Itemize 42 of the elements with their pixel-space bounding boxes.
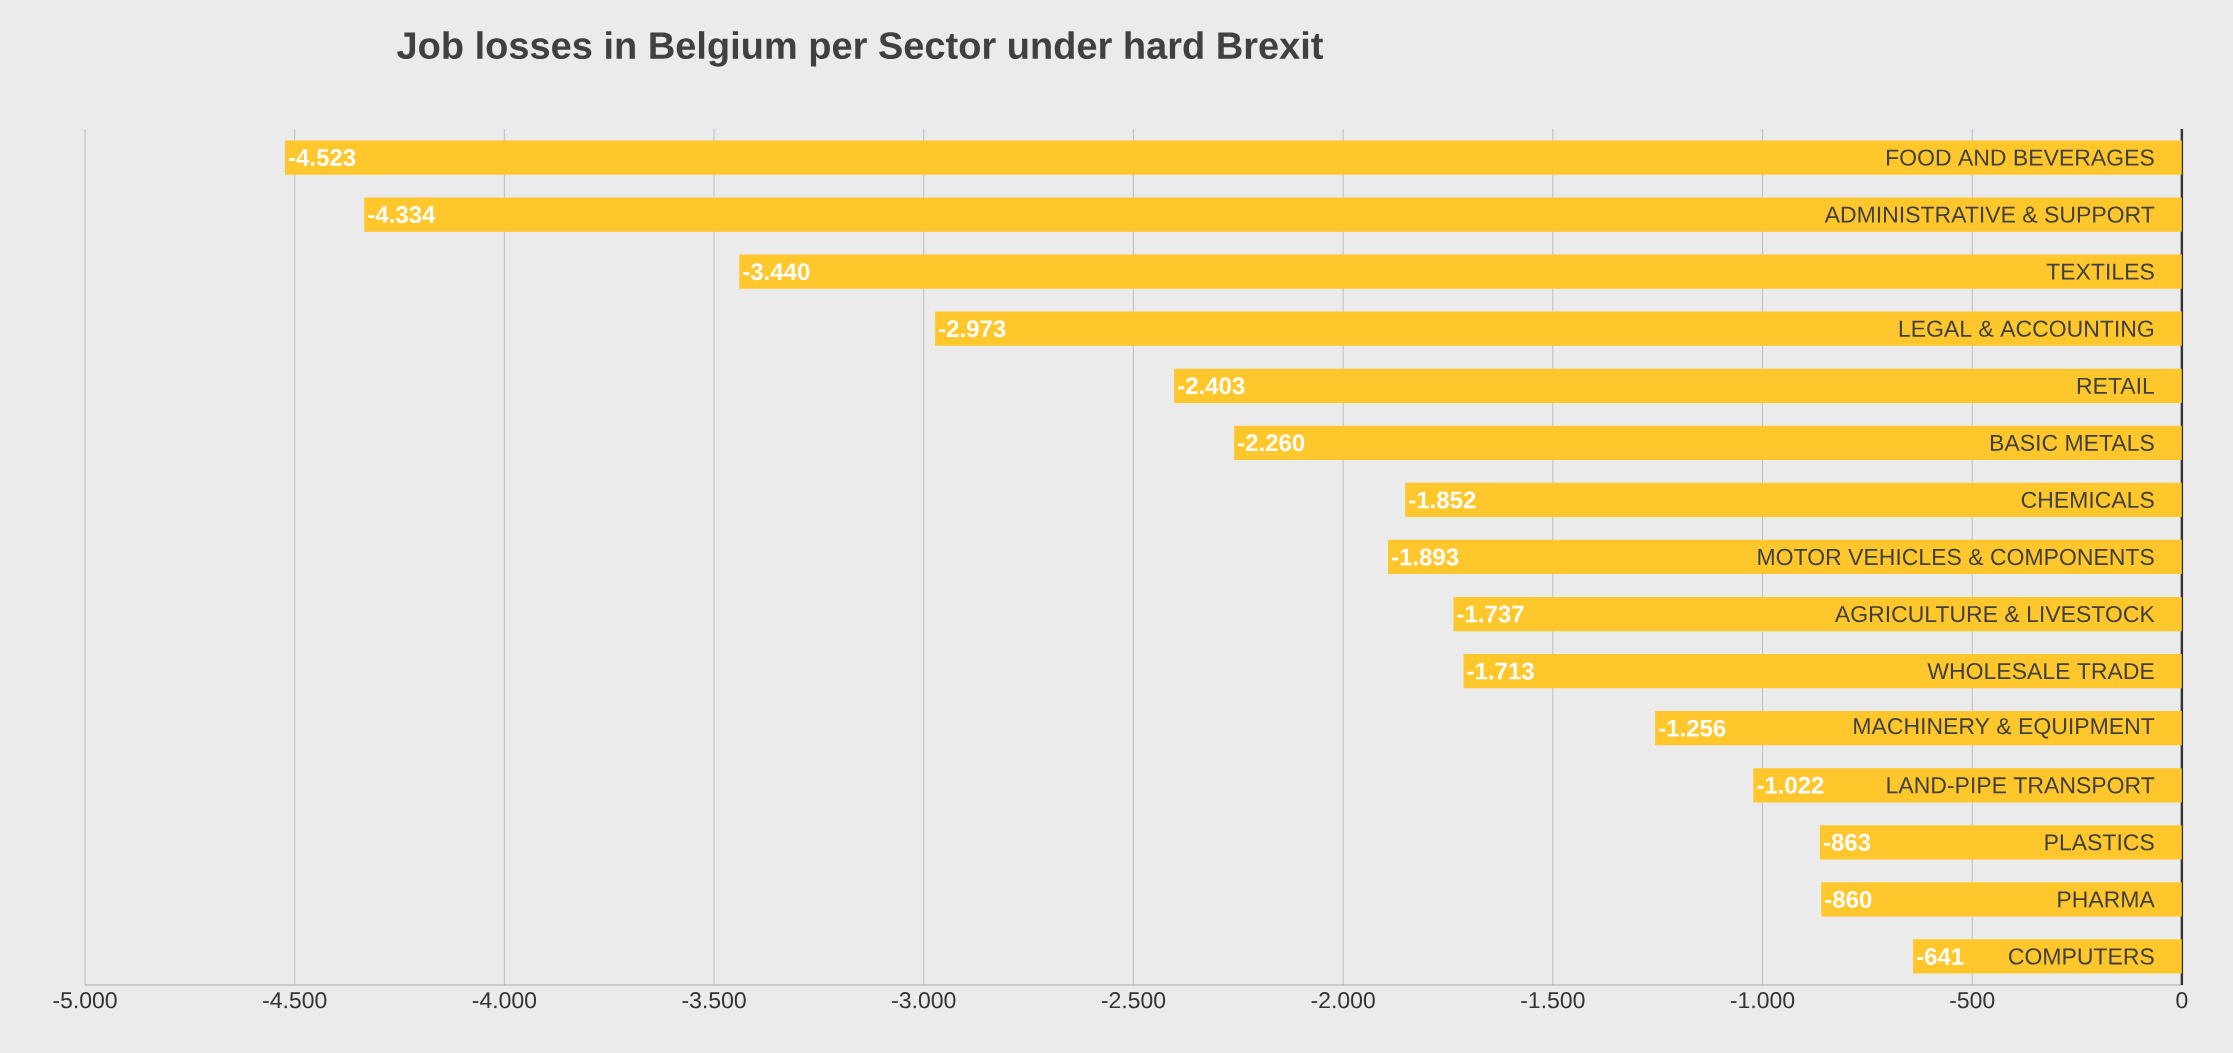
data-label: -1.022: [1757, 776, 1824, 794]
data-label: -1.713: [1467, 662, 1534, 680]
y-tick-label: AGRICULTURE & LIVESTOCK: [1834, 605, 2155, 623]
data-label: -4.334: [368, 206, 436, 224]
y-tick-label: MOTOR VEHICLES & COMPONENTS: [1758, 548, 2154, 566]
y-tick-label: MACHINERY & EQUIPMENT: [1854, 717, 2155, 739]
x-tick-label: -3.000: [892, 992, 956, 1009]
data-label: -1.852: [1409, 491, 1476, 509]
y-tick-label: TEXTILES: [2046, 263, 2154, 280]
y-tick-label: PLASTICS: [2045, 834, 2154, 851]
x-tick-label: -2.000: [1311, 992, 1375, 1009]
y-tick-label: ADMINISTRATIVE & SUPPORT: [1824, 206, 2155, 223]
y-tick-label: PHARMA: [2058, 891, 2155, 908]
x-tick-label: -3.500: [682, 992, 746, 1009]
data-label: -1.893: [1392, 548, 1459, 566]
data-label: -1.256: [1659, 719, 1726, 737]
x-tick-label: -1.500: [1521, 992, 1585, 1009]
x-tick-label: -4.500: [263, 992, 327, 1009]
x-tick-label: -1.000: [1730, 992, 1795, 1009]
x-tick-label: -4.000: [472, 992, 537, 1009]
y-tick-label: WHOLESALE TRADE: [1927, 662, 2154, 680]
data-label: -3.440: [743, 263, 810, 281]
data-label: -641: [1917, 947, 1964, 965]
x-tick-label: -5.000: [53, 992, 117, 1009]
x-tick-label: -2.500: [1101, 992, 1166, 1009]
y-tick-label: BASIC METALS: [1990, 434, 2154, 451]
x-tick-label: -500: [1950, 992, 1995, 1009]
chart-title: Job losses in Belgium per Sector under hard Brexit: [397, 31, 1323, 67]
y-tick-label: LEGAL & ACCOUNTING: [1899, 320, 2154, 337]
y-tick-label: RETAIL: [2077, 377, 2155, 394]
data-label: -2.973: [939, 320, 1006, 338]
data-label: -863: [1823, 833, 1871, 851]
y-tick-label: CHEMICALS: [2021, 491, 2154, 509]
data-label: -4.523: [289, 149, 356, 167]
data-label: -2.403: [1178, 377, 1245, 395]
data-label: -860: [1825, 890, 1872, 908]
data-label: -2.260: [1238, 434, 1305, 452]
y-tick-label: COMPUTERS: [2009, 948, 2154, 965]
y-tick-label: LAND-PIPE TRANSPORT: [1887, 777, 2155, 794]
x-tick-label: 0: [2176, 992, 2188, 1009]
y-tick-label: FOOD AND BEVERAGES: [1887, 149, 2154, 166]
data-label: -1.737: [1457, 605, 1524, 623]
